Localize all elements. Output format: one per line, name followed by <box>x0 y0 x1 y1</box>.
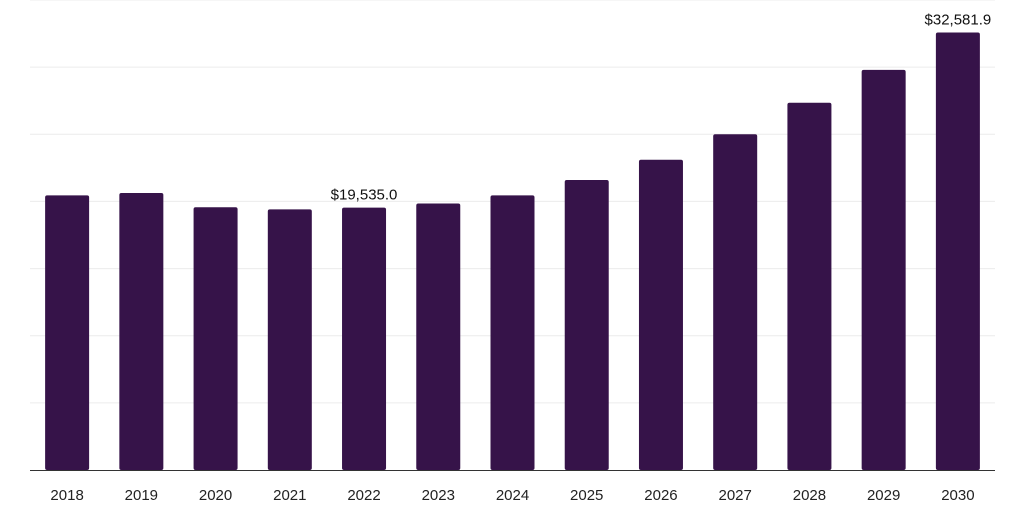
data-labels: $19,535.0 $32,581.9 <box>331 11 992 203</box>
x-tick-label: 2024 <box>496 487 529 504</box>
bar-2030 <box>935 32 980 471</box>
x-tick-label: 2029 <box>867 487 900 504</box>
bar-2024 <box>490 195 535 470</box>
x-tick-label: 2021 <box>273 487 306 504</box>
bar-2026 <box>638 159 683 471</box>
x-tick-label: 2022 <box>347 487 380 504</box>
bar-2028 <box>787 102 832 470</box>
x-tick-label: 2027 <box>719 487 752 504</box>
bar-2019 <box>119 192 164 470</box>
bar-2023 <box>416 203 461 470</box>
x-tick-label: 2030 <box>941 487 974 504</box>
bar-2020 <box>193 207 238 470</box>
x-tick-label: 2026 <box>644 487 677 504</box>
x-tick-label: 2025 <box>570 487 603 504</box>
bar-2029 <box>861 69 906 470</box>
bar-2022 <box>342 207 387 470</box>
bar-2018 <box>45 195 90 470</box>
data-label: $19,535.0 <box>331 187 398 204</box>
x-tick-label: 2028 <box>793 487 826 504</box>
bar-2027 <box>713 134 758 471</box>
x-tick-label: 2018 <box>50 487 83 504</box>
x-tick-label: 2019 <box>125 487 158 504</box>
x-tick-label: 2023 <box>422 487 455 504</box>
data-label: $32,581.9 <box>925 11 992 28</box>
x-tick-label: 2020 <box>199 487 232 504</box>
x-tick-labels: 2018 2019 2020 2021 2022 2023 2024 2025 2026 2027… <box>50 487 974 504</box>
bars <box>45 32 980 471</box>
bar-2021 <box>267 209 312 470</box>
bar-2025 <box>564 179 609 470</box>
